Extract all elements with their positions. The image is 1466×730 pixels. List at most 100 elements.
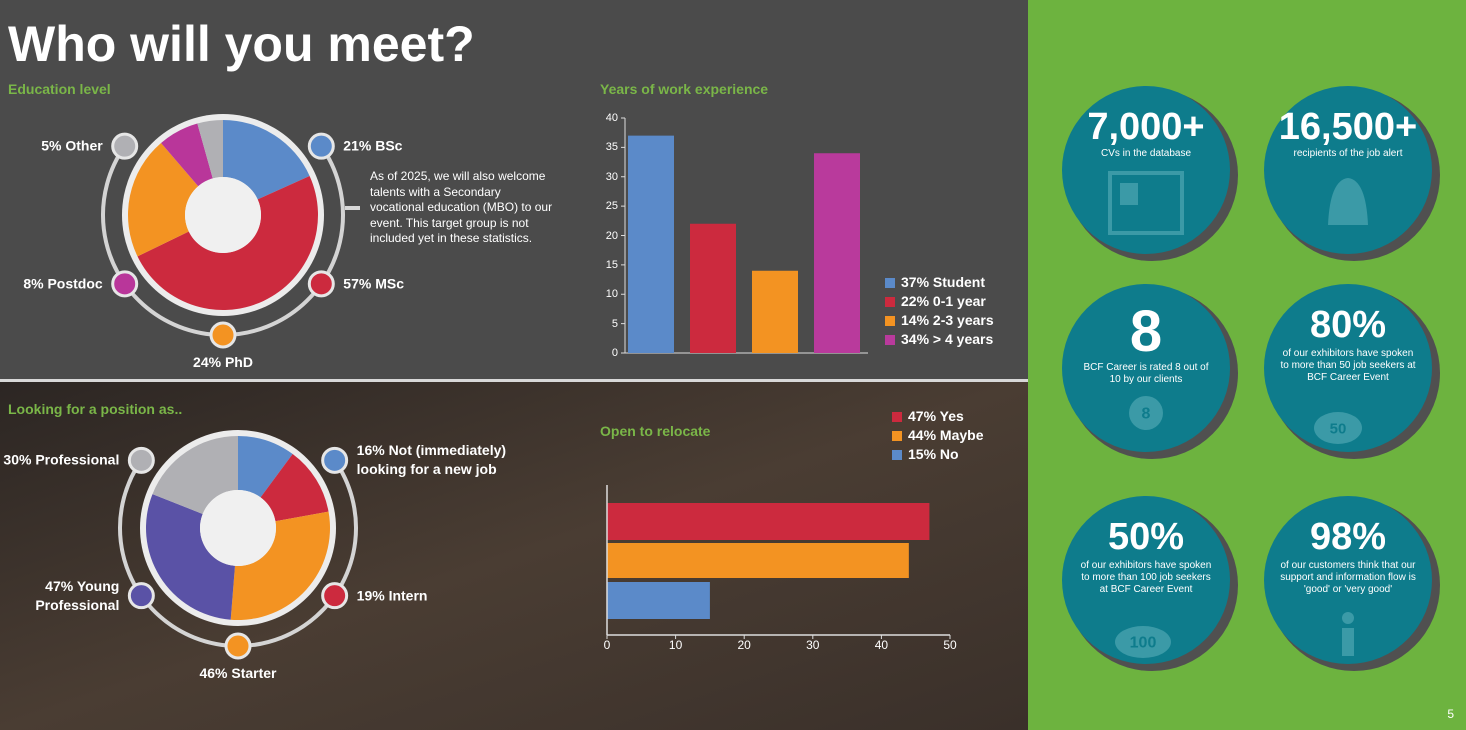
bar [690,223,736,353]
stat-value: 80% [1309,304,1387,346]
slice-label: 5% Other [41,137,103,154]
label-dot [209,321,237,349]
donut-slice [238,436,293,498]
bar [628,135,674,353]
slice-label: 16% Not (immediately) looking for a new … [356,442,507,478]
bar [752,270,798,353]
donut-slice [137,175,318,310]
icon-text: 100 [1130,635,1157,652]
slice-label: 30% Professional [3,451,120,468]
legend-swatch [885,316,895,326]
page-title: Who will you meet? [8,16,475,72]
stat-value: 7,000+ [1087,106,1205,148]
stat-value: 50% [1107,516,1185,558]
slice-label: 46% Starter [199,665,277,681]
icon-text: 50 [1330,420,1347,437]
label-dot [111,132,139,160]
legend-label: 22% 0-1 year [901,293,986,309]
y-tick-label: 25 [605,200,618,213]
label-dot [307,270,335,298]
donut-slice [152,436,238,514]
y-tick-label: 40 [605,112,618,124]
donut-slice [128,142,199,257]
label-dot [321,446,349,474]
label-dot [321,582,349,610]
donut-slice [146,494,235,620]
legend-label: 44% Maybe [908,427,984,443]
y-tick-label: 0 [611,347,618,359]
y-tick-label: 10 [605,288,618,301]
slice-label: 8% Postdoc [23,275,103,292]
y-tick-label: 35 [605,141,618,154]
donut-slice [223,120,310,200]
stat-circle [1264,284,1432,452]
legend-label: 15% No [908,446,959,462]
stat-text: CVs in the database [1100,148,1192,159]
donut-hole [185,177,261,253]
legend-label: 37% Student [901,274,986,290]
donut-slice [161,123,213,187]
divider [0,379,1028,382]
label-dot [224,632,252,660]
label-dot [127,582,155,610]
x-tick-label: 40 [874,638,889,652]
x-tick-label: 10 [668,638,683,652]
legend-swatch [892,431,902,441]
bar [607,582,710,619]
icon [1328,178,1368,225]
icon [1120,183,1138,205]
section-heading: Education level [8,81,111,97]
legend-swatch [885,335,895,345]
y-tick-label: 20 [605,229,618,242]
stat-value: 8 [1129,299,1163,364]
x-tick-label: 30 [806,638,820,652]
donut-hole [200,490,276,566]
legend-label: 14% 2-3 years [901,312,994,328]
icon [1129,396,1163,430]
bar [607,503,930,540]
section-heading: Open to relocate [600,423,711,439]
icon [1342,612,1354,624]
section-heading: Years of work experience [600,81,769,97]
legend-swatch [892,450,902,460]
page-number: 5 [1447,707,1454,721]
bar [607,543,909,578]
slice-label: 21% BSc [343,137,403,154]
x-tick-label: 0 [603,638,611,652]
stat-text: BCF Career is rated 8 out of 10 by our c… [1083,362,1209,385]
stat-circle [1062,496,1230,664]
stat-text: of our customers think that our support … [1280,560,1416,595]
legend-label: 47% Yes [908,408,964,424]
slice-label: 24% PhD [193,354,253,370]
stat-text: recipients of the job alert [1293,148,1403,159]
icon [1115,626,1171,658]
legend-swatch [885,278,895,288]
legend-label: 34% > 4 years [901,331,994,347]
icon [1342,628,1354,656]
stat-circle [1264,496,1432,664]
label-dot [111,270,139,298]
y-tick-label: 15 [605,258,618,271]
stat-text: of our exhibitors have spoken to more th… [1280,348,1416,383]
icon-text: 8 [1142,406,1151,423]
donut-slice [230,511,330,620]
slice-label: 19% Intern [356,587,428,604]
stat-value: 98% [1309,516,1387,558]
label-dot [307,132,335,160]
label-dot [127,446,155,474]
slice-label: 57% MSc [343,275,404,292]
stat-circle [1062,86,1230,254]
stat-circle [1062,284,1230,452]
stat-value: 16,500+ [1278,106,1418,148]
stat-circle [1264,86,1432,254]
stat-text: of our exhibitors have spoken to more th… [1080,560,1212,595]
legend-swatch [885,297,895,307]
note: As of 2025, we will also welcome talents… [370,169,553,245]
bar [814,153,860,353]
section-heading: Looking for a position as.. [8,401,183,417]
y-tick-label: 5 [611,317,618,330]
legend-swatch [892,412,902,422]
y-tick-label: 30 [605,170,618,183]
